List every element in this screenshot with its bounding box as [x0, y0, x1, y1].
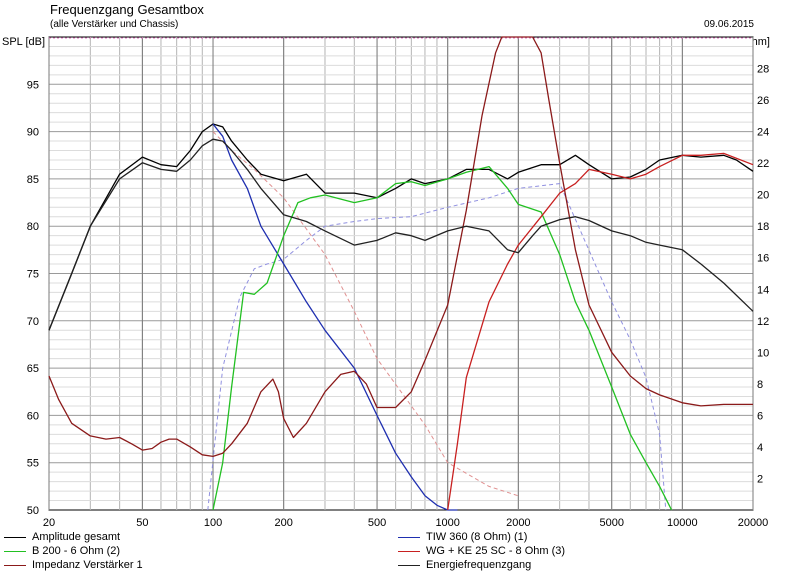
y-tick-label: 65	[27, 363, 39, 375]
y2-tick-label: 22	[757, 158, 769, 170]
series-line	[212, 123, 458, 511]
x-tick-label: 20	[43, 517, 55, 529]
x-tick-label: 100	[204, 517, 222, 529]
y-axis-label-left: SPL [dB]	[2, 36, 46, 48]
legend-label: Amplitude gesamt	[32, 531, 121, 543]
series-line	[48, 138, 754, 331]
x-tick-label: 5000	[599, 517, 623, 529]
legend-label: B 200 - 6 Ohm (2)	[32, 545, 121, 557]
y-tick-label: 80	[27, 221, 39, 233]
dashed-trace	[212, 131, 519, 497]
legend-swatch	[398, 550, 420, 552]
legend-swatch	[4, 550, 26, 552]
legend-swatch	[4, 536, 26, 538]
x-tick-label: 500	[368, 517, 386, 529]
y2-tick-label: 8	[757, 379, 763, 391]
legend-item: Amplitude gesamt	[4, 531, 120, 543]
chart-subtitle: (alle Verstärker und Chassis)	[50, 19, 179, 30]
x-tick-label: 200	[274, 517, 292, 529]
x-tick-label: 50	[136, 517, 148, 529]
x-tick-label: 10000	[667, 517, 698, 529]
y2-tick-label: 2	[757, 473, 763, 485]
legend-swatch	[398, 564, 420, 566]
dashed-trace	[207, 183, 667, 511]
chart-title: Frequenzgang Gesamtbox	[50, 2, 204, 17]
legend-item: Impedanz Verstärker 1	[4, 559, 143, 571]
x-tick-label: 2000	[506, 517, 530, 529]
chart-date: 09.06.2015	[703, 19, 754, 30]
series-line	[447, 152, 754, 511]
y2-tick-label: 4	[757, 442, 763, 454]
legend-label: WG + KE 25 SC - 8 Ohm (3)	[426, 545, 566, 557]
legend-swatch	[4, 564, 26, 566]
legend-item: WG + KE 25 SC - 8 Ohm (3)	[398, 545, 565, 557]
legend-item: TIW 360 (8 Ohm) (1)	[398, 531, 527, 543]
x-tick-label: 1000	[435, 517, 459, 529]
y2-tick-label: 14	[757, 284, 769, 296]
legend-swatch	[398, 536, 420, 538]
y2-tick-label: 28	[757, 64, 769, 76]
y-tick-label: 55	[27, 458, 39, 470]
x-tick-label: 20000	[738, 517, 769, 529]
series-line	[48, 36, 753, 458]
y2-tick-label: 10	[757, 347, 769, 359]
y-tick-label: 90	[27, 127, 39, 139]
y-tick-label: 85	[27, 174, 39, 186]
y2-tick-label: 16	[757, 253, 769, 265]
legend-label: TIW 360 (8 Ohm) (1)	[426, 531, 528, 543]
y-tick-label: 75	[27, 269, 39, 281]
legend-item: B 200 - 6 Ohm (2)	[4, 545, 120, 557]
y-tick-label: 60	[27, 410, 39, 422]
y-tick-label: 70	[27, 316, 39, 328]
y2-tick-label: 26	[757, 95, 769, 107]
y2-tick-label: 20	[757, 190, 769, 202]
y2-tick-label: 24	[757, 127, 769, 139]
legend-label: Impedanz Verstärker 1	[32, 559, 143, 571]
y2-tick-label: 6	[757, 410, 763, 422]
series-line	[212, 165, 673, 511]
y-tick-label: 50	[27, 505, 39, 517]
legend-label: Energiefrequenzgang	[426, 559, 532, 571]
y2-tick-label: 18	[757, 221, 769, 233]
y-tick-label: 95	[27, 79, 39, 91]
series-line	[48, 123, 754, 331]
y2-tick-label: 12	[757, 316, 769, 328]
legend-item: Energiefrequenzgang	[398, 559, 531, 571]
